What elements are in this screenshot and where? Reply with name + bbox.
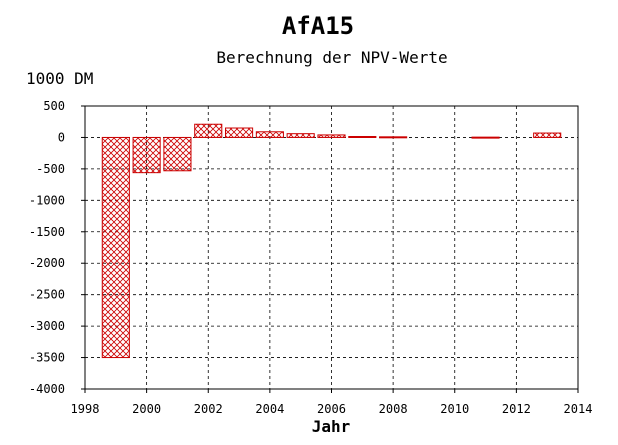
bar [101,136,130,359]
bar [348,136,377,139]
x-tick-label: 2002 [194,402,223,416]
y-tick-label: 0 [58,130,65,144]
y-tick-label: 500 [43,99,65,113]
x-tick-label: 2000 [132,402,161,416]
x-tick-label: 2014 [564,402,593,416]
grid-lines [85,106,578,389]
y-tick-label: -4000 [29,382,65,396]
x-tick-label: 2008 [379,402,408,416]
bars [101,123,562,359]
chart-subtitle: Berechnung der NPV-Werte [216,48,447,67]
y-tick-label: -500 [36,162,65,176]
bar [286,133,315,138]
x-tick-label: 2012 [502,402,531,416]
y-tick-labels: 500 0 -500 -1000 -1500 -2000 -2500 -3000 -3500 -4… [29,99,85,396]
x-axis-label: Jahr [312,417,351,436]
bar [471,136,500,139]
bar [379,136,408,139]
y-tick-label: -3500 [29,351,65,365]
y-axis-unit-label: 1000 DM [26,69,93,88]
bar [194,123,223,138]
x-tick-label: 2006 [317,402,346,416]
x-tick-label: 2010 [440,402,469,416]
y-tick-label: -3000 [29,319,65,333]
bar [163,136,192,172]
bar [132,136,161,174]
chart-title: AfA15 [282,12,354,40]
y-tick-label: -1500 [29,225,65,239]
x-tick-label: 1998 [71,402,100,416]
bar [225,127,254,138]
x-tick-label: 2004 [255,402,284,416]
y-tick-label: -2500 [29,288,65,302]
y-tick-label: -2000 [29,256,65,270]
bar [533,132,562,138]
bar [317,134,346,138]
y-tick-label: -1000 [29,193,65,207]
bar [255,131,284,138]
x-tick-labels: 1998 2000 2002 2004 2006 2008 2010 2012 2014 [71,389,593,416]
